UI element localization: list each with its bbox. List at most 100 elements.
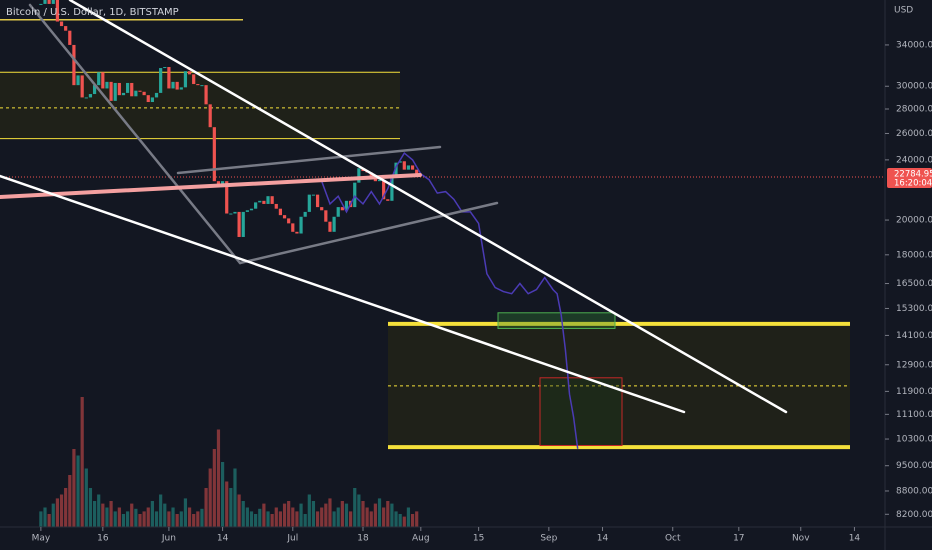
volume-bar	[220, 462, 225, 527]
volume-bar	[258, 508, 262, 527]
box	[539, 377, 623, 447]
candle	[154, 92, 159, 98]
candle	[369, 172, 373, 179]
volume-bar	[386, 501, 390, 527]
candle	[336, 207, 340, 217]
candle	[406, 165, 411, 170]
candle	[410, 165, 415, 170]
volume-bar	[365, 507, 369, 527]
volume-bar	[47, 514, 51, 527]
volume-bar	[39, 511, 43, 527]
volume-bar	[192, 514, 196, 527]
volume-bar	[154, 511, 159, 527]
candle	[382, 179, 386, 200]
volume-bar	[315, 511, 320, 527]
volume-bar	[138, 514, 142, 527]
candle	[187, 71, 192, 75]
volume-bar	[406, 507, 411, 527]
candle	[105, 81, 109, 89]
price-tag-label: 22784.95	[894, 170, 932, 180]
candle	[126, 82, 130, 93]
candle	[97, 72, 101, 86]
x-tick-label: 14	[597, 534, 609, 544]
candle	[121, 92, 126, 96]
volume-bar	[270, 514, 274, 527]
volume-bar	[150, 501, 154, 527]
volume-bar	[332, 511, 336, 527]
candle	[159, 68, 163, 93]
volume-bar	[229, 488, 233, 527]
y-tick-label: 8800.00	[896, 486, 932, 496]
candle	[47, 0, 51, 4]
candle	[291, 223, 295, 232]
candle	[254, 202, 258, 209]
candle	[328, 221, 332, 232]
candle	[303, 211, 307, 217]
candle	[262, 200, 266, 204]
candle	[92, 85, 97, 95]
volume-bar	[361, 501, 365, 527]
candle	[84, 97, 88, 99]
candle	[357, 168, 361, 183]
candle	[138, 90, 142, 92]
candle	[150, 97, 154, 103]
volume-bar	[183, 498, 188, 527]
countdown-label: 16:20:04	[894, 179, 932, 189]
volume-bar	[43, 507, 47, 527]
volume-bar	[142, 511, 146, 527]
volume-bar	[311, 501, 316, 527]
candle	[225, 181, 229, 214]
candle	[88, 94, 93, 98]
candle	[324, 210, 328, 222]
volume-bar	[55, 498, 60, 527]
y-tick-label: 12900.00	[896, 360, 932, 370]
candle	[196, 84, 200, 86]
candle	[278, 208, 283, 216]
volume-bar	[282, 503, 287, 527]
volume-bar	[344, 503, 349, 527]
candle	[353, 182, 357, 208]
volume-bar	[179, 511, 183, 527]
candle	[344, 200, 349, 211]
candle	[386, 199, 390, 201]
volume-bar	[92, 501, 97, 527]
x-tick-label: Jul	[286, 534, 298, 544]
volume-bar	[249, 511, 254, 527]
volume-bar	[377, 498, 382, 527]
volume-bar	[328, 498, 332, 527]
price-tag	[887, 168, 932, 189]
x-tick-label: Oct	[665, 534, 681, 544]
volume-bar	[291, 507, 295, 527]
volume-bar	[295, 511, 299, 527]
candle	[39, 3, 43, 5]
volume-bar	[262, 503, 266, 527]
candle	[200, 85, 204, 87]
candle	[233, 211, 237, 214]
volume-bar	[415, 511, 419, 527]
y-tick-label: 20000.00	[896, 216, 932, 226]
volume-bar	[241, 501, 245, 527]
y-tick-label: 14100.00	[896, 331, 932, 341]
y-tick-label: 28000.00	[896, 105, 932, 115]
volume-bar	[278, 511, 283, 527]
x-tick-label: 14	[849, 534, 861, 544]
volume-bar	[80, 397, 84, 527]
volume-bar	[254, 514, 258, 527]
x-tick-label: Jun	[161, 534, 176, 544]
candle	[229, 213, 233, 215]
volume-bar	[299, 503, 303, 527]
volume-bar	[233, 468, 237, 527]
candle	[68, 30, 72, 45]
candle	[249, 208, 254, 211]
candle	[109, 81, 113, 101]
candle	[373, 178, 377, 182]
volume-bar	[357, 494, 361, 527]
candle	[80, 75, 84, 98]
trend-line	[0, 174, 686, 414]
volume-bar	[340, 501, 344, 527]
candle	[175, 81, 179, 90]
candle	[55, 0, 60, 22]
candle	[315, 194, 320, 208]
volume-bar	[88, 488, 93, 527]
volume-bar	[97, 494, 101, 527]
